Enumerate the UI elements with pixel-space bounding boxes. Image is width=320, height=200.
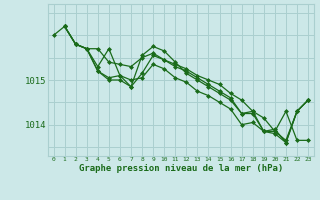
- X-axis label: Graphe pression niveau de la mer (hPa): Graphe pression niveau de la mer (hPa): [79, 164, 283, 173]
